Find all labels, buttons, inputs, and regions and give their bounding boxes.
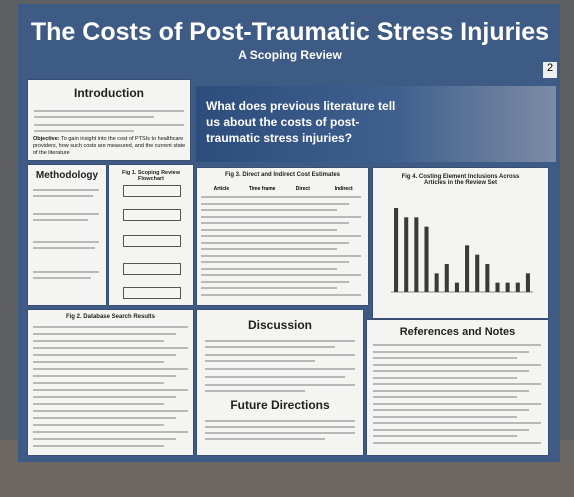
text-line [373, 396, 517, 398]
introduction-panel: Introduction Objective: To gain insight … [28, 80, 190, 160]
text-line [33, 340, 164, 342]
bar [445, 264, 449, 292]
text-line [201, 216, 361, 218]
text-line [33, 375, 176, 377]
bar [526, 273, 530, 292]
text-line [33, 410, 188, 412]
text-line [201, 235, 361, 237]
text-line [33, 403, 164, 405]
column-header: Time frame [242, 186, 283, 192]
question: What does previous literature tell us ab… [206, 98, 396, 146]
text-line [33, 431, 188, 433]
text-line [33, 438, 176, 440]
text-line [33, 361, 164, 363]
references-heading: References and Notes [367, 326, 548, 338]
text-line [201, 268, 337, 270]
discussion-panel: Discussion Future Directions [197, 310, 363, 455]
text-line [373, 409, 529, 411]
text-line [373, 416, 517, 418]
bar [435, 273, 439, 292]
bar [414, 217, 418, 292]
bar [465, 245, 469, 292]
figure3-title: Fig 3. Direct and Indirect Cost Estimate… [197, 172, 368, 178]
figure2-panel: Fig 2. Database Search Results [28, 310, 193, 455]
text-line [201, 203, 349, 205]
methodology-panel: Methodology [28, 165, 106, 305]
text-line [373, 377, 517, 379]
page-number: 2 [543, 62, 557, 78]
text-line [201, 274, 361, 276]
figure4-chart [373, 168, 548, 318]
text-line [33, 424, 164, 426]
text-line [373, 435, 517, 437]
title: The Costs of Post-Traumatic Stress Injur… [20, 18, 560, 47]
figure2-title: Fig 2. Database Search Results [28, 314, 193, 320]
subtitle: A Scoping Review [20, 48, 560, 62]
bar [424, 227, 428, 292]
text-line [373, 429, 529, 431]
bar [404, 217, 408, 292]
text-line [373, 344, 541, 346]
column-header: Article [201, 186, 242, 192]
text-line [373, 351, 529, 353]
text-line [373, 364, 541, 366]
text-line [373, 383, 541, 385]
heading: Introduction [28, 86, 190, 100]
bar [516, 283, 520, 292]
text-line [33, 389, 188, 391]
text-line [373, 390, 529, 392]
text-line [33, 368, 188, 370]
bar [394, 208, 398, 292]
text-line [33, 396, 176, 398]
references-panel: References and Notes [367, 320, 548, 455]
future-directions-heading: Future Directions [197, 398, 363, 412]
text-line [373, 357, 517, 359]
text-line [33, 326, 188, 328]
bar [506, 283, 510, 292]
text-line [373, 422, 541, 424]
figure1-panel: Fig 1. Scoping Review Flowchart [109, 165, 193, 305]
text-line [201, 229, 337, 231]
text-line [201, 248, 337, 250]
question-banner: What does previous literature tell us ab… [196, 86, 556, 162]
bar [495, 283, 499, 292]
text-line [33, 445, 164, 447]
heading: Methodology [28, 170, 106, 181]
column-header: Direct [283, 186, 324, 192]
bar [485, 264, 489, 292]
figure1-title: Fig 1. Scoping Review Flowchart [109, 170, 193, 182]
objective: Objective: To gain insight into the cost… [33, 136, 187, 157]
discussion-heading: Discussion [197, 318, 363, 332]
text-line [33, 354, 176, 356]
bar [475, 255, 479, 292]
text-line [33, 382, 164, 384]
text-line [201, 261, 349, 263]
text-line [373, 370, 529, 372]
text-line [201, 255, 361, 257]
text-line [201, 281, 349, 283]
text-line [201, 196, 361, 198]
page: 2 The Costs of Post-Traumatic Stress Inj… [0, 0, 574, 497]
objective-label: Objective: [33, 136, 60, 142]
text-line [201, 222, 349, 224]
text-line [33, 333, 176, 335]
text-line [33, 347, 188, 349]
figure3-panel: Fig 3. Direct and Indirect Cost Estimate… [197, 168, 368, 305]
text-line [201, 287, 337, 289]
text-line [201, 209, 337, 211]
bar [455, 283, 459, 292]
text-line [373, 442, 541, 444]
text-line [201, 242, 349, 244]
text-line [201, 294, 361, 296]
text-line [33, 417, 176, 419]
figure4-panel: Fig 4. Costing Element Inclusions Across… [373, 168, 548, 318]
text-line [373, 403, 541, 405]
column-header: Indirect [323, 186, 364, 192]
